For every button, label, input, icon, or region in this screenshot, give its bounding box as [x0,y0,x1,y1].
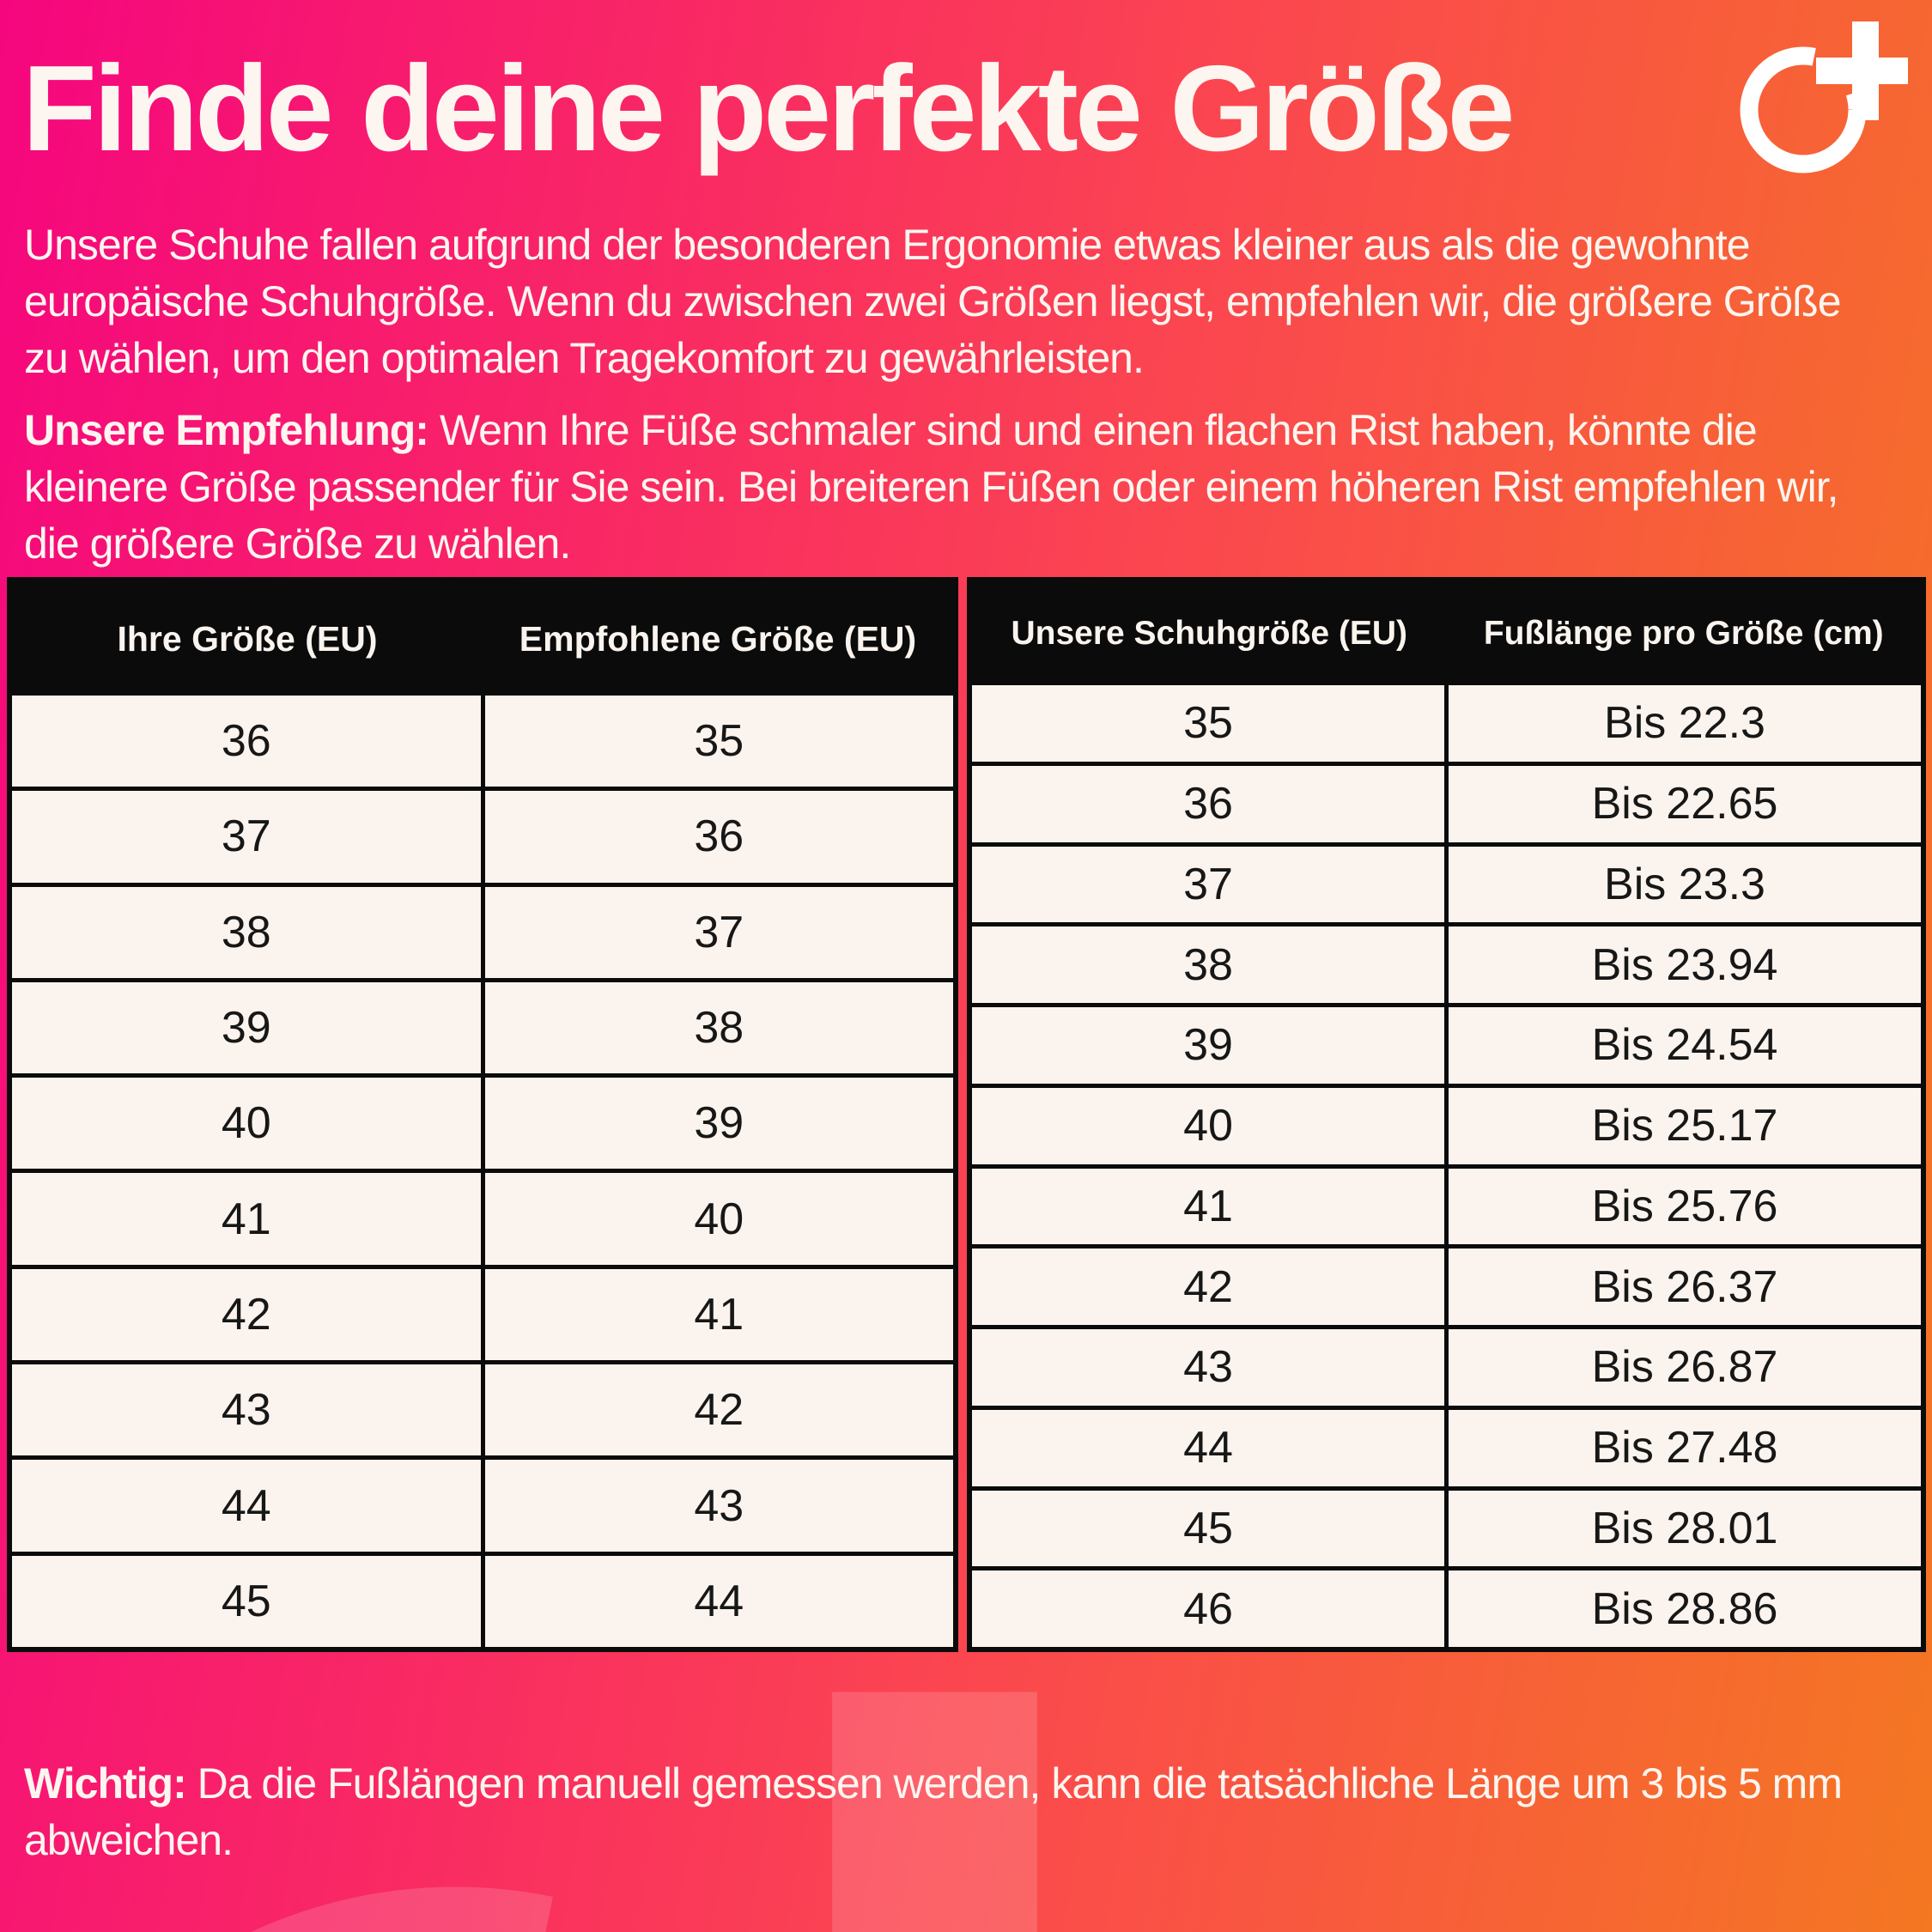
column-header-our-shoe-size: Unsere Schuhgröße (EU) [1011,615,1408,652]
table-cell: 37 [12,791,481,883]
table-cell: Bis 23.94 [1449,927,1921,1003]
table-row: 40 39 [12,1078,953,1170]
foot-length-table-body: 35 Bis 22.3 36 Bis 22.65 37 Bis 23.3 38 Bis 23.… [972,685,1921,1647]
table-cell: Bis 27.48 [1449,1409,1921,1486]
recommendation-body: Wenn Ihre Füße schmaler sind und einen f… [24,406,1838,568]
table-cell: 41 [484,1268,953,1361]
table-row: 42 Bis 26.37 [972,1249,1921,1325]
table-cell: 40 [484,1173,953,1265]
table-cell: 41 [12,1173,481,1265]
table-cell: 35 [484,696,953,787]
table-cell: 42 [12,1268,481,1361]
table-row: 40 Bis 25.17 [972,1087,1921,1164]
table-cell: 44 [12,1460,481,1552]
table-cell: Bis 25.17 [1449,1087,1921,1164]
table-cell: 45 [12,1555,481,1647]
table-cell: 36 [484,791,953,883]
table-row: 45 Bis 28.01 [972,1490,1921,1567]
table-cell: 37 [484,886,953,978]
column-header-recommended-size: Empfohlene Größe (EU) [519,618,917,659]
table-cell: 39 [972,1007,1444,1084]
table-cell: 37 [972,846,1444,923]
important-note: Wichtig: Da die Fußlängen manuell gemess… [24,1755,1879,1868]
table-cell: 42 [484,1364,953,1456]
table-cell: 41 [972,1168,1444,1245]
foot-length-table-header: Unsere Schuhgröße (EU) Fußlänge pro Größ… [972,582,1921,685]
table-row: 36 35 [12,696,953,787]
recommendation-label: Unsere Empfehlung: [24,406,429,454]
table-cell: 43 [972,1329,1444,1406]
table-cell: Bis 28.01 [1449,1490,1921,1567]
table-cell: Bis 22.3 [1449,685,1921,762]
column-header-foot-length: Fußlänge pro Größe (cm) [1483,615,1884,652]
intro-text: Unsere Schuhe fallen aufgrund der besond… [24,221,1842,382]
table-row: 44 43 [12,1460,953,1552]
table-cell: 44 [484,1555,953,1647]
circle-plus-logo-icon [1740,21,1908,173]
table-cell: 43 [484,1460,953,1552]
size-conversion-table-body: 36 35 37 36 38 37 39 38 40 39 41 40 42 41 43 42 44 43 45 44 [12,696,953,1647]
size-conversion-table: Ihre Größe (EU) Empfohlene Größe (EU) 36… [7,577,958,1652]
table-row: 46 Bis 28.86 [972,1571,1921,1647]
table-row: 41 Bis 25.76 [972,1168,1921,1245]
table-cell: 38 [484,981,953,1074]
table-cell: Bis 23.3 [1449,846,1921,923]
table-cell: Bis 24.54 [1449,1007,1921,1084]
table-row: 41 40 [12,1173,953,1265]
table-cell: 43 [12,1364,481,1456]
size-conversion-table-header: Ihre Größe (EU) Empfohlene Größe (EU) [12,582,953,696]
table-cell: Bis 22.65 [1449,765,1921,842]
table-cell: Bis 28.86 [1449,1571,1921,1647]
important-note-label: Wichtig: [24,1759,187,1807]
foot-length-table: Unsere Schuhgröße (EU) Fußlänge pro Größ… [967,577,1926,1652]
table-row: 39 Bis 24.54 [972,1007,1921,1084]
table-cell: 38 [12,886,481,978]
table-cell: Bis 26.37 [1449,1249,1921,1325]
table-row: 42 41 [12,1268,953,1361]
table-cell: 36 [12,696,481,787]
table-row: 43 42 [12,1364,953,1456]
table-cell: 42 [972,1249,1444,1325]
table-row: 38 37 [12,886,953,978]
table-cell: Bis 26.87 [1449,1329,1921,1406]
important-note-body: Da die Fußlängen manuell gemessen werden… [24,1759,1843,1864]
table-row: 43 Bis 26.87 [972,1329,1921,1406]
table-cell: 40 [12,1078,481,1170]
table-cell: 44 [972,1409,1444,1486]
table-cell: 35 [972,685,1444,762]
column-header-your-size: Ihre Größe (EU) [117,618,378,659]
table-row: 38 Bis 23.94 [972,927,1921,1003]
table-row: 36 Bis 22.65 [972,765,1921,842]
table-cell: 39 [12,981,481,1074]
table-cell: 45 [972,1490,1444,1567]
table-row: 39 38 [12,981,953,1074]
table-row: 37 36 [12,791,953,883]
page-title: Finde deine perfekte Größe [22,40,1516,177]
table-row: 37 Bis 23.3 [972,846,1921,923]
table-row: 35 Bis 22.3 [972,685,1921,762]
table-row: 44 Bis 27.48 [972,1409,1921,1486]
table-cell: Bis 25.76 [1449,1168,1921,1245]
table-row: 45 44 [12,1555,953,1647]
table-cell: 40 [972,1087,1444,1164]
table-cell: 38 [972,927,1444,1003]
table-cell: 46 [972,1571,1444,1647]
table-cell: 39 [484,1078,953,1170]
recommendation-text: Unsere Empfehlung: Wenn Ihre Füße schmal… [24,402,1879,572]
table-cell: 36 [972,765,1444,842]
